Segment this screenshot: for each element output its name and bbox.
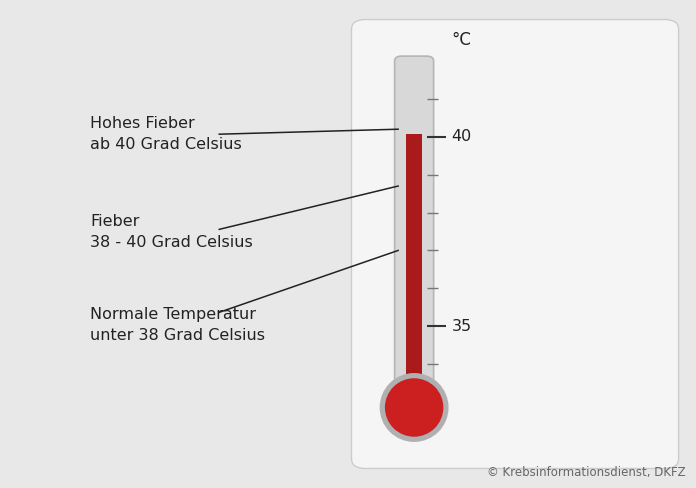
Text: 35: 35 <box>452 319 472 334</box>
Text: 40: 40 <box>452 129 472 144</box>
Text: Hohes Fieber
ab 40 Grad Celsius: Hohes Fieber ab 40 Grad Celsius <box>90 116 242 152</box>
Text: °C: °C <box>451 31 471 49</box>
FancyBboxPatch shape <box>395 56 434 388</box>
Ellipse shape <box>381 374 448 441</box>
FancyBboxPatch shape <box>351 20 679 468</box>
Ellipse shape <box>385 378 443 437</box>
Text: Fieber
38 - 40 Grad Celsius: Fieber 38 - 40 Grad Celsius <box>90 214 253 250</box>
Text: Normale Temperatur
unter 38 Grad Celsius: Normale Temperatur unter 38 Grad Celsius <box>90 306 265 343</box>
Bar <box>406 134 422 388</box>
Text: © Krebsinformationsdienst, DKFZ: © Krebsinformationsdienst, DKFZ <box>487 466 686 479</box>
